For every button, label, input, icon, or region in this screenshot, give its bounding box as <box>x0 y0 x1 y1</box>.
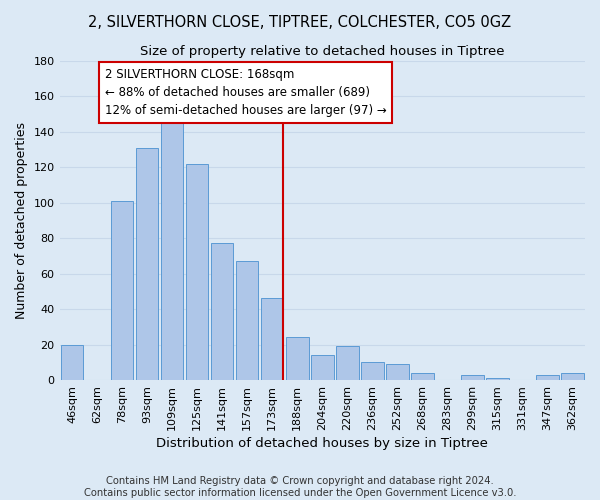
Bar <box>161 119 184 380</box>
Bar <box>461 374 484 380</box>
Bar <box>261 298 283 380</box>
X-axis label: Distribution of detached houses by size in Tiptree: Distribution of detached houses by size … <box>157 437 488 450</box>
Y-axis label: Number of detached properties: Number of detached properties <box>15 122 28 319</box>
Bar <box>111 201 133 380</box>
Bar <box>361 362 383 380</box>
Bar <box>186 164 208 380</box>
Bar <box>311 355 334 380</box>
Bar <box>211 244 233 380</box>
Text: Contains HM Land Registry data © Crown copyright and database right 2024.
Contai: Contains HM Land Registry data © Crown c… <box>84 476 516 498</box>
Bar <box>536 374 559 380</box>
Bar <box>386 364 409 380</box>
Bar <box>286 338 308 380</box>
Bar <box>561 373 584 380</box>
Bar <box>61 344 83 380</box>
Text: 2 SILVERTHORN CLOSE: 168sqm
← 88% of detached houses are smaller (689)
12% of se: 2 SILVERTHORN CLOSE: 168sqm ← 88% of det… <box>104 68 386 116</box>
Bar <box>236 261 259 380</box>
Text: 2, SILVERTHORN CLOSE, TIPTREE, COLCHESTER, CO5 0GZ: 2, SILVERTHORN CLOSE, TIPTREE, COLCHESTE… <box>88 15 512 30</box>
Bar <box>336 346 359 380</box>
Title: Size of property relative to detached houses in Tiptree: Size of property relative to detached ho… <box>140 45 505 58</box>
Bar <box>136 148 158 380</box>
Bar <box>411 373 434 380</box>
Bar <box>486 378 509 380</box>
